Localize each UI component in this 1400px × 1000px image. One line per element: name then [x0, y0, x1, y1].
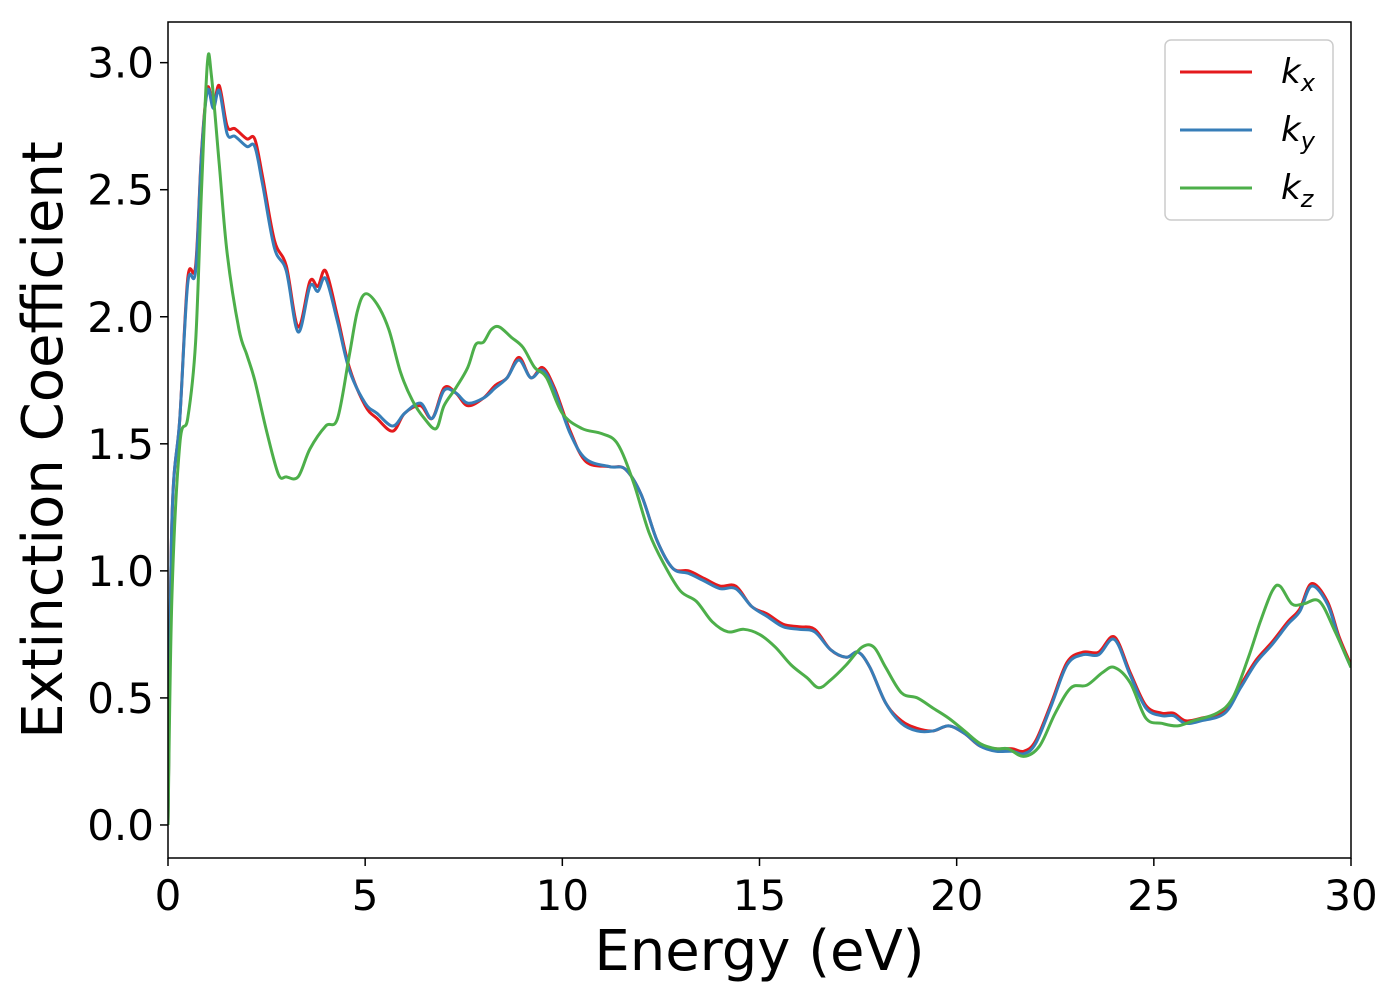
y-axis-title: Extinction Coefficient: [11, 141, 76, 739]
y-tick-label: 0.5: [87, 674, 154, 723]
y-tick-label: 0.0: [87, 801, 154, 850]
series-line-kz: [168, 52, 1351, 825]
x-tick-label: 15: [733, 871, 786, 920]
x-tick-label: 5: [352, 871, 379, 920]
x-tick-label: 10: [536, 871, 589, 920]
y-tick-label: 1.0: [87, 547, 154, 596]
x-axis-ticks: 0 5 10 15 20 25 30: [155, 858, 1378, 920]
y-tick-label: 3.0: [87, 39, 154, 88]
y-tick-label: 2.5: [87, 166, 154, 215]
x-axis-title: Energy (eV): [594, 919, 924, 984]
y-tick-label: 1.5: [87, 420, 154, 469]
legend-label-kz: kz: [1281, 168, 1315, 213]
x-tick-label: 25: [1127, 871, 1180, 920]
series-layer: [168, 52, 1351, 825]
x-tick-label: 30: [1324, 871, 1377, 920]
x-tick-label: 0: [155, 871, 182, 920]
series-line-ky: [168, 87, 1351, 825]
x-tick-label: 20: [930, 871, 983, 920]
y-tick-label: 2.0: [87, 293, 154, 342]
y-axis-ticks: 0.0 0.5 1.0 1.5 2.0 2.5 3.0: [87, 39, 168, 850]
